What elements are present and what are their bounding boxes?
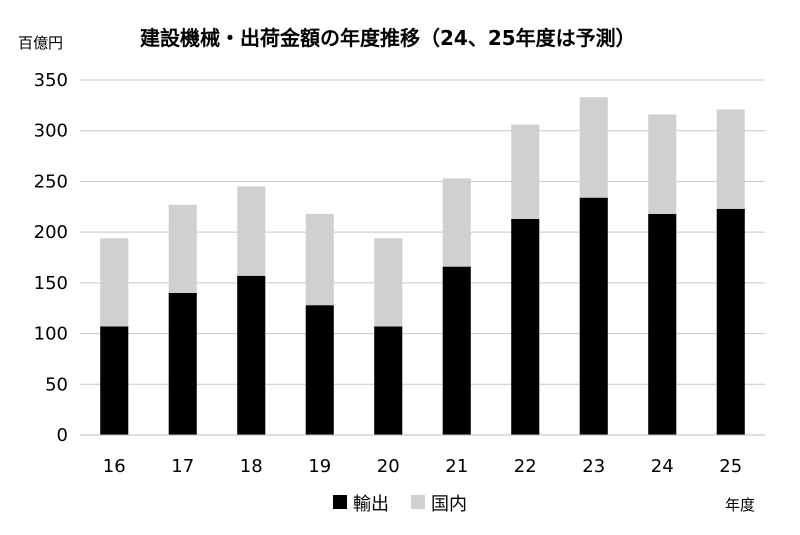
bar-domestic-22 (511, 124, 540, 219)
legend-label-domestic: 国内 (431, 494, 467, 515)
bar-domestic-16 (100, 238, 129, 327)
bar-export-23 (579, 197, 608, 435)
bar-domestic-23 (579, 97, 608, 198)
bar-export-21 (442, 266, 471, 435)
bar-domestic-25 (716, 109, 745, 209)
x-axis-unit: 年度 (725, 496, 755, 514)
legend-swatch-export (333, 495, 347, 509)
chart-title: 建設機械・出荷金額の年度推移（24、25年度は予測） (140, 26, 636, 50)
bar-export-24 (648, 213, 677, 435)
y-tick-label: 250 (34, 171, 68, 192)
y-axis-unit: 百億円 (18, 34, 63, 52)
y-tick-label: 200 (34, 222, 68, 243)
bar-export-22 (511, 218, 540, 435)
x-tick-label: 21 (445, 456, 468, 477)
legend-label-export: 輸出 (353, 494, 389, 515)
legend: 輸出 国内 (333, 494, 467, 515)
legend-swatch-domestic (411, 495, 425, 509)
bar-domestic-24 (648, 114, 677, 214)
bar-export-16 (100, 326, 129, 435)
bars (100, 97, 745, 435)
y-tick-label: 300 (34, 121, 68, 142)
y-tick-label: 350 (34, 70, 68, 91)
y-tick-label: 0 (57, 425, 68, 446)
y-tick-label: 150 (34, 273, 68, 294)
bar-domestic-17 (168, 204, 197, 293)
bar-export-20 (374, 326, 403, 435)
bar-export-25 (716, 208, 745, 435)
y-tick-label: 50 (45, 374, 68, 395)
x-tick-label: 25 (719, 456, 742, 477)
x-tick-label: 20 (377, 456, 400, 477)
bar-domestic-19 (305, 213, 334, 306)
y-tick-label: 100 (34, 324, 68, 345)
x-tick-label: 18 (240, 456, 263, 477)
x-tick-label: 23 (582, 456, 605, 477)
y-axis-ticks: 0 50 100 150 200 250 300 350 (34, 70, 68, 446)
x-tick-label: 16 (103, 456, 126, 477)
x-tick-label: 24 (651, 456, 674, 477)
x-tick-label: 19 (308, 456, 331, 477)
x-axis-ticks: 16 17 18 19 20 21 22 23 24 25 (103, 456, 742, 477)
bar-domestic-18 (237, 186, 266, 276)
x-tick-label: 22 (514, 456, 537, 477)
x-tick-label: 17 (171, 456, 194, 477)
bar-domestic-21 (442, 178, 471, 267)
bar-export-18 (237, 275, 266, 435)
bar-export-17 (168, 293, 197, 435)
bar-domestic-20 (374, 238, 403, 327)
bar-export-19 (305, 305, 334, 435)
